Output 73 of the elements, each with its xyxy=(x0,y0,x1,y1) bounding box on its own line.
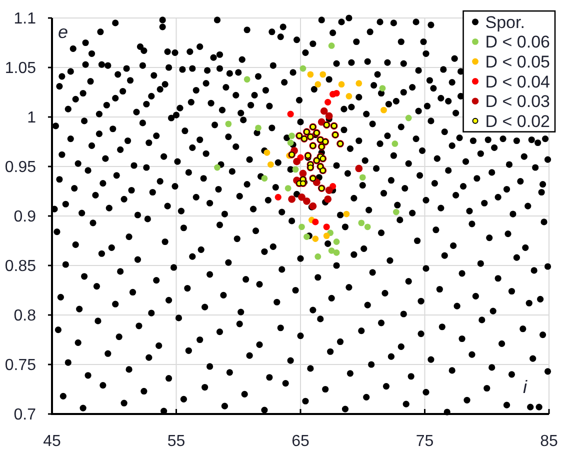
y-tick-label: 1.1 xyxy=(14,10,36,28)
point xyxy=(261,175,268,182)
point xyxy=(320,107,328,115)
point xyxy=(284,185,292,192)
point xyxy=(328,247,335,254)
y-tick-label: 0.7 xyxy=(14,406,36,424)
point xyxy=(343,210,350,218)
legend-label: D < 0.05 xyxy=(485,52,550,72)
point xyxy=(392,208,400,216)
point xyxy=(380,106,387,114)
point xyxy=(359,174,366,181)
x-tick-label: 85 xyxy=(540,433,558,450)
point xyxy=(293,158,300,166)
point xyxy=(255,124,262,132)
point xyxy=(323,232,330,239)
point xyxy=(287,140,294,146)
legend-label: Spor. xyxy=(485,12,525,32)
point xyxy=(264,149,270,156)
point xyxy=(324,195,332,203)
point xyxy=(287,110,294,118)
y-tick-label: 1.05 xyxy=(4,60,36,78)
y-tick-label: 0.95 xyxy=(4,159,36,176)
point xyxy=(314,253,322,260)
point xyxy=(356,80,362,87)
point xyxy=(298,224,305,230)
x-axis-title: i xyxy=(523,377,528,397)
legend-label: D < 0.03 xyxy=(485,92,550,112)
point xyxy=(379,85,386,92)
y-tick-label: 1 xyxy=(27,110,36,127)
legend-label: D < 0.04 xyxy=(485,72,550,92)
y-tick-label: 0.75 xyxy=(4,357,36,374)
x-tick-label: 65 xyxy=(292,433,310,450)
point xyxy=(320,71,326,78)
point xyxy=(333,238,340,245)
point xyxy=(288,132,295,140)
point xyxy=(346,93,352,100)
point xyxy=(303,197,310,205)
point xyxy=(304,234,310,240)
point xyxy=(358,220,365,226)
y-tick-label: 0.8 xyxy=(14,308,36,325)
point xyxy=(355,164,363,172)
point xyxy=(328,42,335,49)
point xyxy=(292,166,299,173)
x-tick-label: 75 xyxy=(416,433,434,450)
point xyxy=(324,98,332,106)
point xyxy=(307,71,314,78)
point xyxy=(298,193,306,201)
point xyxy=(405,114,412,122)
x-tick-label: 45 xyxy=(43,433,61,450)
y-tick-label: 0.9 xyxy=(14,208,36,226)
legend-label: D < 0.02 xyxy=(485,112,550,131)
legend-label: D < 0.06 xyxy=(485,32,550,52)
point xyxy=(333,90,340,97)
point xyxy=(225,120,232,128)
point xyxy=(364,224,371,230)
point xyxy=(314,81,322,88)
point xyxy=(325,112,333,120)
point xyxy=(338,81,345,88)
point xyxy=(392,140,398,147)
point xyxy=(325,186,333,194)
point xyxy=(244,76,250,83)
point xyxy=(323,224,330,230)
point xyxy=(288,195,296,203)
point xyxy=(312,236,319,242)
y-tick-label: 0.85 xyxy=(4,258,36,276)
point xyxy=(333,249,340,256)
x-tick-label: 55 xyxy=(167,433,186,450)
point xyxy=(267,161,274,168)
y-axis-title: e xyxy=(58,22,68,42)
point xyxy=(312,218,319,226)
point xyxy=(300,65,306,72)
point xyxy=(274,194,282,200)
point xyxy=(214,164,220,171)
